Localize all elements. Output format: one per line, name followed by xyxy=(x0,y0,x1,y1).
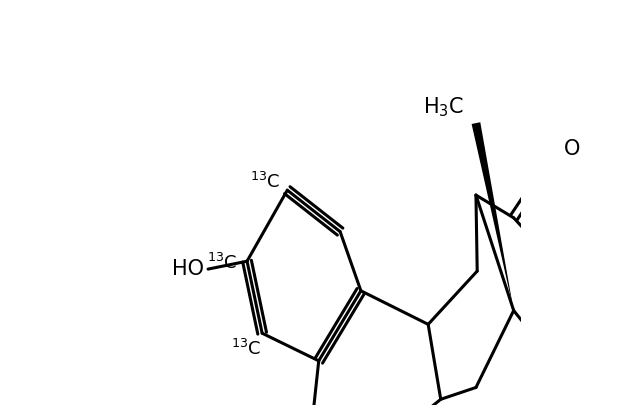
Text: $^{13}$C: $^{13}$C xyxy=(231,339,261,359)
Text: O: O xyxy=(564,139,580,159)
Text: $^{13}$C: $^{13}$C xyxy=(250,172,280,192)
Text: $^{13}$C: $^{13}$C xyxy=(207,253,237,273)
Text: HO: HO xyxy=(172,259,204,279)
Text: H$_3$C: H$_3$C xyxy=(422,95,464,119)
Polygon shape xyxy=(472,122,514,310)
